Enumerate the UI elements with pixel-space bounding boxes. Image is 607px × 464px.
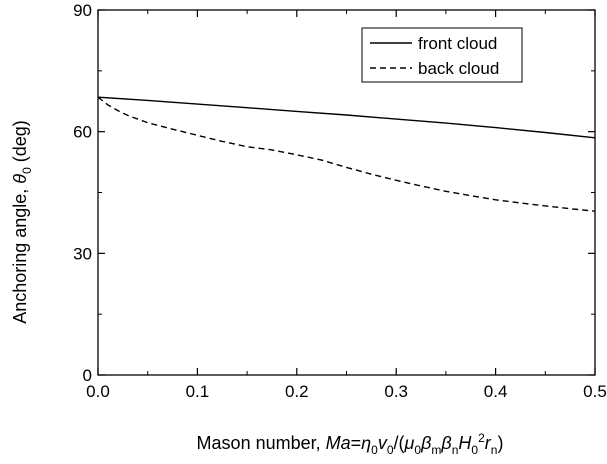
y-tick-label: 90: [73, 1, 92, 20]
legend-label: front cloud: [418, 34, 497, 53]
y-tick-label: 0: [83, 366, 92, 385]
legend-label: back cloud: [418, 59, 499, 78]
x-tick-label: 0.4: [484, 382, 508, 401]
series-group: [97, 96, 596, 212]
x-axis-title: Mason number, Ma=η0v0/(μ0βmβnH02rn): [197, 431, 504, 457]
y-tick-label: 60: [73, 123, 92, 142]
series-line-back-cloud: [97, 96, 596, 212]
x-tick-label: 0.2: [285, 382, 309, 401]
tick-group: [97, 9, 596, 376]
legend: front cloud back cloud: [361, 27, 523, 83]
x-tick-label: 0.3: [384, 382, 408, 401]
series-line-front-cloud: [97, 96, 596, 139]
legend-box: [361, 27, 523, 83]
x-tick-label: 0.1: [186, 382, 210, 401]
x-tick-label: 0.0: [86, 382, 110, 401]
y-tick-label: 30: [73, 244, 92, 263]
tick-label-group: 0.0 0.1 0.2 0.3 0.4 0.5 0 30 60 90: [73, 1, 607, 401]
y-axis-title: Anchoring angle, θ0 (deg): [10, 120, 34, 324]
x-tick-label: 0.5: [583, 382, 607, 401]
